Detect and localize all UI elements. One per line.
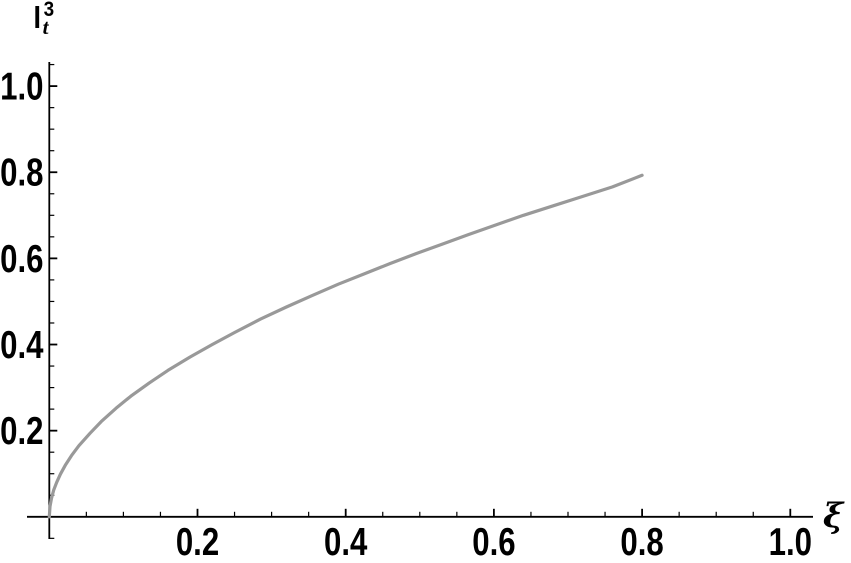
x-tick-label: 1.0 [769,521,812,563]
y-tick-label: 0.6 [0,238,43,281]
x-axis-label: ξ [823,496,844,536]
y-tick-label: 0.8 [0,152,43,195]
data-curve [47,173,644,519]
y-axis-label-base: l [33,0,42,35]
x-tick-label: 0.6 [472,521,515,563]
y-tick-label: 0.4 [0,324,44,367]
y-axis-label-subscript: t [42,15,49,39]
y-tick-label: 0.2 [0,410,43,453]
x-tick-label: 0.4 [324,521,368,563]
x-tick-label: 0.8 [620,521,663,563]
y-tick-label: 1.0 [0,65,43,108]
y-axis-label-superscript: 3 [43,0,54,21]
y-axis-label-scripts: 3 t [42,0,55,39]
x-tick-label: 0.2 [176,521,219,563]
y-axis-label: l 3 t [33,0,55,39]
